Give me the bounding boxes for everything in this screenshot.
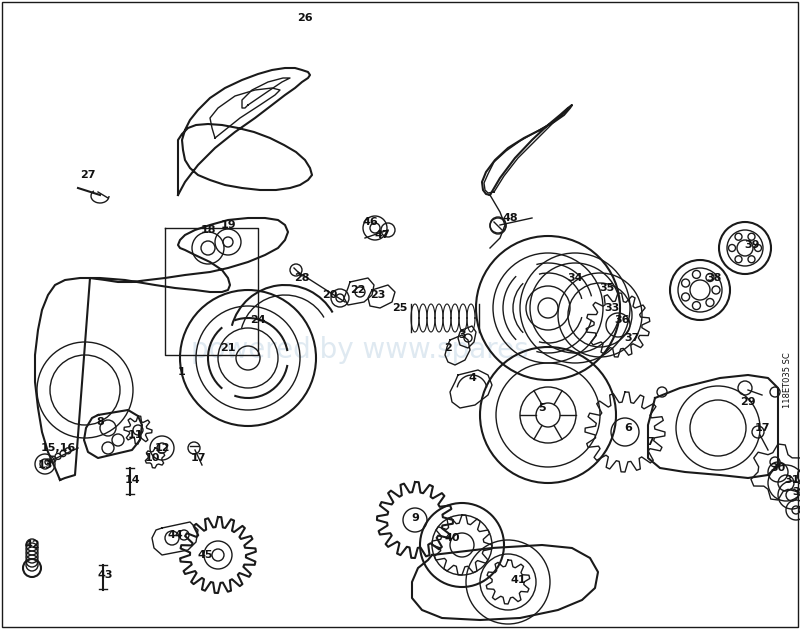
Text: 5: 5 (538, 403, 546, 413)
Text: 40: 40 (444, 533, 460, 543)
Text: 14: 14 (124, 475, 140, 485)
Text: 11: 11 (127, 430, 142, 440)
Text: 39: 39 (744, 240, 760, 250)
Text: 41: 41 (510, 575, 526, 585)
Text: 1: 1 (178, 367, 186, 377)
Text: 18: 18 (200, 225, 216, 235)
Text: 118ET035 SC: 118ET035 SC (783, 352, 793, 408)
Text: 23: 23 (370, 290, 386, 300)
Text: 15,16: 15,16 (40, 443, 76, 453)
Text: 6: 6 (624, 423, 632, 433)
Text: 42: 42 (24, 540, 40, 550)
Text: 35: 35 (599, 283, 614, 293)
Text: 3: 3 (458, 330, 466, 340)
Text: 19: 19 (220, 220, 236, 230)
Text: 46: 46 (362, 217, 378, 227)
Text: 34: 34 (567, 273, 582, 283)
Text: 17: 17 (754, 423, 770, 433)
Text: 12: 12 (154, 443, 170, 453)
Text: 36: 36 (614, 315, 630, 325)
Text: 32: 32 (792, 487, 800, 497)
Text: 43: 43 (98, 570, 113, 580)
Text: 47: 47 (374, 230, 390, 240)
Text: 30: 30 (770, 463, 786, 473)
Text: 2: 2 (444, 343, 452, 353)
Text: 17: 17 (190, 453, 206, 463)
Text: 29: 29 (740, 397, 756, 407)
Text: 21: 21 (220, 343, 236, 353)
Text: 7: 7 (646, 437, 654, 447)
Text: 9: 9 (411, 513, 419, 523)
Text: 33: 33 (604, 303, 620, 313)
Text: 8: 8 (96, 417, 104, 427)
Text: 24: 24 (250, 315, 266, 325)
Text: 4: 4 (468, 373, 476, 383)
Text: 10: 10 (144, 453, 160, 463)
Text: powered by www.spares: powered by www.spares (191, 336, 529, 364)
Text: 48: 48 (502, 213, 518, 223)
Text: 31: 31 (784, 475, 800, 485)
Text: 13: 13 (38, 460, 53, 470)
Text: 38: 38 (706, 273, 722, 283)
Text: 37: 37 (624, 333, 640, 343)
Text: 26: 26 (297, 13, 313, 23)
Text: 45: 45 (198, 550, 213, 560)
Text: 20: 20 (322, 290, 338, 300)
Text: 25: 25 (392, 303, 408, 313)
Text: 44: 44 (167, 530, 183, 540)
Text: 28: 28 (294, 273, 310, 283)
Text: 27: 27 (80, 170, 96, 180)
Text: 22: 22 (350, 285, 366, 295)
